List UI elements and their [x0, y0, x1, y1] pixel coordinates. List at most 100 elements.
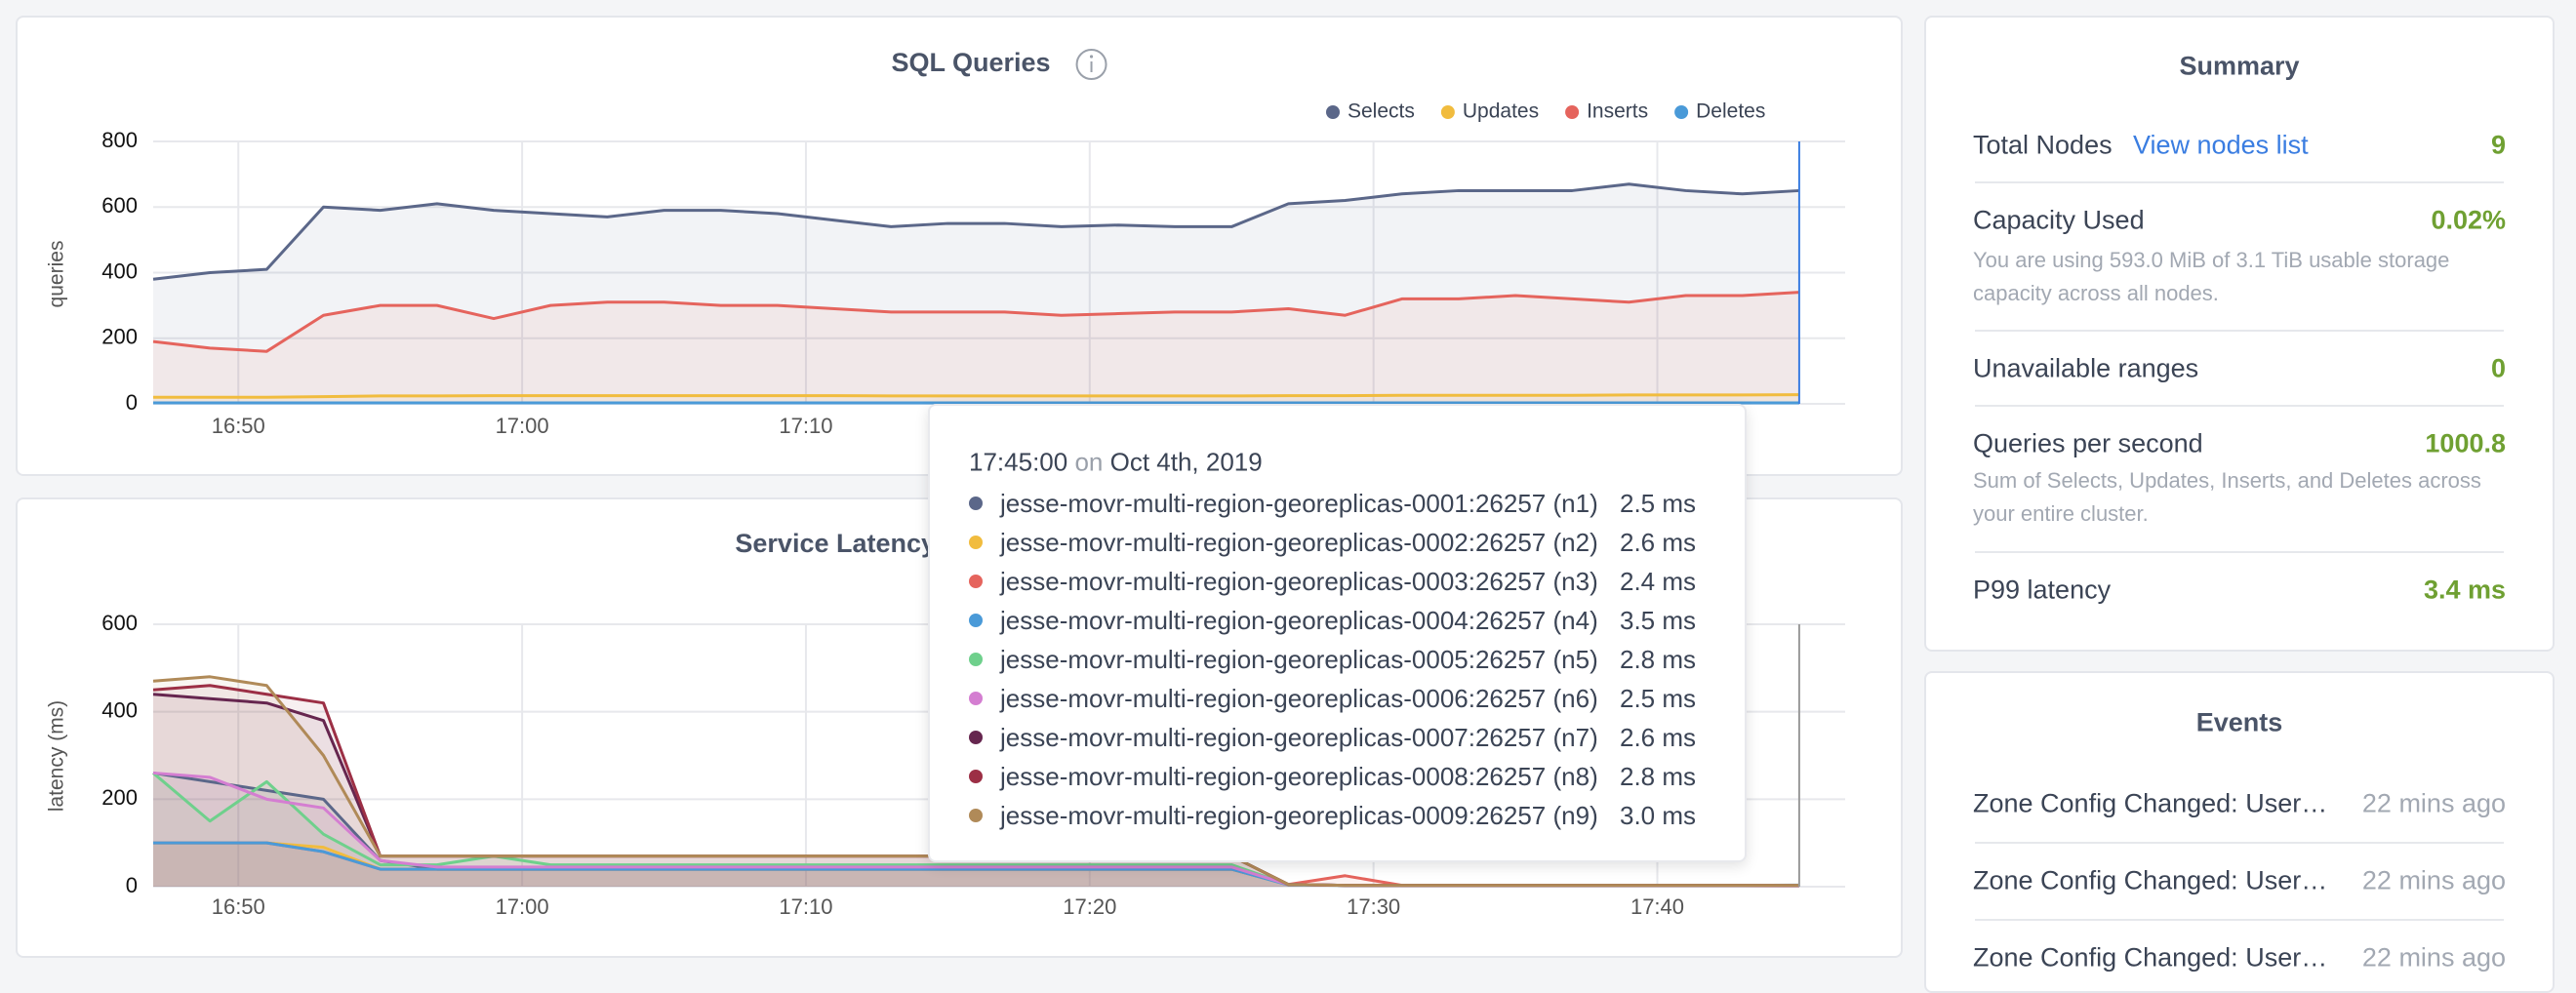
event-time: 22 mins ago	[2361, 788, 2506, 818]
y-axis-label: latency (ms)	[46, 700, 68, 812]
series-area	[153, 694, 1799, 887]
tooltip-name: jesse-movr-multi-region-georeplicas-0006…	[1000, 684, 1598, 713]
info-icon-dot	[1089, 55, 1094, 59]
tooltip-name: jesse-movr-multi-region-georeplicas-0008…	[1000, 762, 1598, 791]
row-label: Queries per second	[1973, 428, 2203, 458]
legend-label: Inserts	[1587, 100, 1648, 123]
tooltip-swatch	[969, 575, 983, 588]
row-description: You are using 593.0 MiB of 3.1 TiB usabl…	[1973, 248, 2450, 305]
tooltip-row: jesse-movr-multi-region-georeplicas-0003…	[930, 564, 1745, 599]
series-area	[153, 843, 1799, 887]
x-tick-label: 16:50	[212, 894, 265, 919]
tooltip-swatch	[969, 536, 983, 549]
tooltip-name: jesse-movr-multi-region-georeplicas-0009…	[1000, 801, 1598, 830]
separator	[1975, 842, 2504, 844]
tooltip: 17:45:00 on Oct 4th, 2019 jesse-movr-mul…	[928, 404, 1747, 862]
row-description: Sum of Selects, Updates, Inserts, and De…	[1973, 468, 2481, 526]
event-time: 22 mins ago	[2361, 942, 2506, 973]
nodes-link[interactable]: View nodes list	[2133, 130, 2309, 160]
tooltip-name: jesse-movr-multi-region-georeplicas-0001…	[1000, 489, 1598, 518]
y-tick-label: 800	[101, 128, 138, 152]
event-text[interactable]: Zone Config Changed: User…	[1973, 865, 2328, 895]
tooltip-swatch	[969, 692, 983, 705]
y-axis-label: queries	[46, 241, 68, 308]
x-tick-label: 17:00	[496, 894, 549, 919]
x-tick-label: 17:20	[1063, 894, 1116, 919]
y-tick-label: 0	[126, 873, 138, 897]
tooltip-value: 2.6 ms	[1620, 528, 1697, 557]
tooltip-value: 3.5 ms	[1620, 606, 1697, 635]
tooltip-row: jesse-movr-multi-region-georeplicas-0001…	[930, 486, 1745, 521]
row-value: 3.4 ms	[2423, 575, 2506, 605]
summary-panel: Summary Total Nodes View nodes list 9 Ca…	[1924, 16, 2555, 652]
tooltip-value: 2.4 ms	[1620, 567, 1697, 596]
x-tick-label: 17:10	[779, 894, 832, 919]
tooltip-swatch	[969, 496, 983, 510]
chart-panel	[16, 16, 1903, 476]
tooltip-row: jesse-movr-multi-region-georeplicas-0002…	[930, 525, 1745, 560]
x-tick-label: 17:30	[1347, 894, 1400, 919]
tooltip-row: jesse-movr-multi-region-georeplicas-0006…	[930, 681, 1745, 716]
tooltip-name: jesse-movr-multi-region-georeplicas-0004…	[1000, 606, 1598, 635]
row-value: 0.02%	[2431, 205, 2506, 235]
tooltip-value: 2.5 ms	[1620, 684, 1697, 713]
tooltip-date: Oct 4th, 2019	[1109, 447, 1263, 477]
legend-label: Selects	[1348, 100, 1415, 123]
series-area	[153, 773, 1799, 887]
series-area	[153, 183, 1799, 404]
y-tick-label: 600	[101, 611, 138, 635]
tooltip-row: jesse-movr-multi-region-georeplicas-0008…	[930, 759, 1745, 794]
y-tick-label: 400	[101, 258, 138, 283]
separator	[1975, 551, 2504, 553]
event-text[interactable]: Zone Config Changed: User…	[1973, 942, 2328, 973]
y-tick-label: 400	[101, 697, 138, 722]
x-tick-label: 17:00	[496, 414, 549, 438]
y-tick-label: 200	[101, 325, 138, 349]
series-area	[153, 773, 1799, 887]
x-tick-label: 17:10	[779, 414, 832, 438]
info-icon[interactable]	[1075, 49, 1107, 80]
events-title: Events	[2195, 707, 2283, 737]
legend-label: Updates	[1463, 100, 1539, 123]
series-area	[153, 773, 1799, 887]
event-text[interactable]: Zone Config Changed: User…	[1973, 788, 2328, 818]
row-label: Total Nodes	[1973, 130, 2113, 160]
y-tick-label: 200	[101, 785, 138, 810]
separator	[1975, 919, 2504, 921]
series-line	[152, 291, 1800, 353]
row-label: P99 latency	[1973, 575, 2112, 605]
tooltip-row: jesse-movr-multi-region-georeplicas-0007…	[930, 720, 1745, 755]
series-area	[153, 292, 1799, 404]
tooltip-row: jesse-movr-multi-region-georeplicas-0009…	[930, 798, 1745, 833]
page: SQL Queries queries 0 200 400 600 800 16:50 17:0…	[16, 16, 2555, 993]
legend-swatch	[1326, 105, 1340, 119]
series-area	[153, 685, 1799, 887]
chart-title: SQL Queries	[891, 48, 1050, 77]
tooltip-name: jesse-movr-multi-region-georeplicas-0005…	[1000, 645, 1598, 674]
tooltip-name: jesse-movr-multi-region-georeplicas-0003…	[1000, 567, 1598, 596]
y-tick-label: 0	[126, 390, 138, 415]
tooltip-swatch	[969, 614, 983, 627]
tooltip-value: 3.0 ms	[1620, 801, 1697, 830]
x-tick-label: 16:50	[212, 414, 265, 438]
tooltip-swatch	[969, 731, 983, 744]
tooltip-header: 17:45:00 on Oct 4th, 2019	[969, 448, 1263, 478]
tooltip-time: 17:45:00	[969, 447, 1068, 477]
tooltip-value: 2.8 ms	[1620, 645, 1697, 674]
charts: SQL Queries queries 0 200 400 600 800 16:50 17:0…	[46, 48, 1845, 919]
row-label: Unavailable ranges	[1973, 353, 2199, 383]
event-time: 22 mins ago	[2361, 865, 2506, 895]
tooltip-swatch	[969, 809, 983, 822]
tooltip-value: 2.6 ms	[1620, 723, 1697, 752]
tooltip-swatch	[969, 653, 983, 666]
tooltip-row: jesse-movr-multi-region-georeplicas-0004…	[930, 603, 1745, 638]
tooltip-swatch	[969, 770, 983, 783]
row-value: 1000.8	[2425, 428, 2506, 458]
separator	[1975, 181, 2504, 183]
legend-swatch	[1565, 105, 1580, 119]
tooltip-value: 2.8 ms	[1620, 762, 1697, 791]
separator	[1975, 330, 2504, 332]
tooltip-on: on	[1074, 447, 1104, 477]
legend-swatch	[1674, 105, 1689, 119]
tooltip-name: jesse-movr-multi-region-georeplicas-0002…	[1000, 528, 1598, 557]
